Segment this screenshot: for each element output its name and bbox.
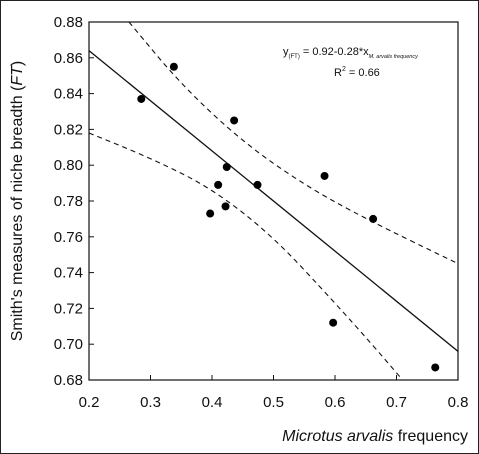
r2-value: = 0.66	[346, 67, 380, 79]
y-tick-label: 0.88	[54, 14, 83, 31]
data-point	[320, 171, 329, 180]
y-axis-label-italic: FT	[9, 65, 26, 86]
data-point	[222, 162, 231, 171]
y-axis-label-close: )	[9, 61, 26, 66]
y-tick-label: 0.70	[54, 336, 83, 353]
data-point	[221, 202, 230, 211]
data-points	[137, 62, 440, 372]
confidence-bands	[89, 22, 458, 380]
lower-confidence-band	[89, 132, 404, 380]
regression-line	[89, 50, 458, 352]
y-tick-label: 0.68	[54, 372, 83, 389]
y-tick-label: 0.84	[54, 86, 83, 103]
r2-label: R	[334, 67, 342, 79]
y-tick-label: 0.78	[54, 193, 83, 210]
y-axis-label-main: Smith's measures of niche breadth (	[9, 85, 26, 341]
x-axis-label: Microtus arvalis frequency	[282, 428, 468, 445]
data-point	[329, 318, 338, 327]
y-axis-label: Smith's measures of niche breadth (FT)	[9, 61, 26, 342]
eq-lhs-sub: (FT)	[289, 54, 300, 60]
x-tick-label: 0.4	[202, 394, 223, 411]
x-axis-label-rest: frequency	[393, 428, 468, 445]
r2-sup: 2	[342, 66, 346, 73]
x-axis-label-italic: Microtus arvalis	[282, 428, 393, 445]
x-tick-label: 0.6	[325, 394, 346, 411]
data-point	[214, 180, 223, 189]
axis-ticks: 0.2 0.3 0.4 0.5 0.6 0.7 0.8 0.68 0.70 0.72 0.74 0.7…	[54, 14, 469, 411]
upper-confidence-band	[128, 22, 458, 265]
r-squared-label: R2 = 0.66	[334, 66, 380, 79]
regression-layer	[89, 50, 458, 352]
x-tick-label: 0.8	[448, 394, 469, 411]
y-tick-label: 0.80	[54, 157, 83, 174]
x-tick-label: 0.5	[263, 394, 284, 411]
y-tick-label: 0.82	[54, 121, 83, 138]
data-point	[431, 363, 440, 372]
x-tick-label: 0.3	[140, 394, 161, 411]
y-tick-label: 0.74	[54, 265, 83, 282]
eq-rhs-sub: M. arvalis frequency	[369, 54, 419, 60]
data-point	[206, 209, 215, 218]
data-point	[169, 62, 178, 71]
x-tick-label: 0.2	[79, 394, 100, 411]
y-tick-label: 0.72	[54, 300, 83, 317]
eq-rhs: = 0.92-0.28*x	[300, 46, 369, 58]
data-point	[369, 214, 378, 223]
x-tick-label: 0.7	[386, 394, 407, 411]
regression-equation: y(FT) = 0.92-0.28*xM. arvalis frequency	[283, 46, 419, 60]
data-point	[230, 116, 239, 125]
y-tick-label: 0.76	[54, 229, 83, 246]
y-tick-label: 0.86	[54, 50, 83, 67]
data-point	[253, 180, 262, 189]
data-point	[137, 94, 146, 103]
eq-lhs: y	[283, 46, 289, 58]
